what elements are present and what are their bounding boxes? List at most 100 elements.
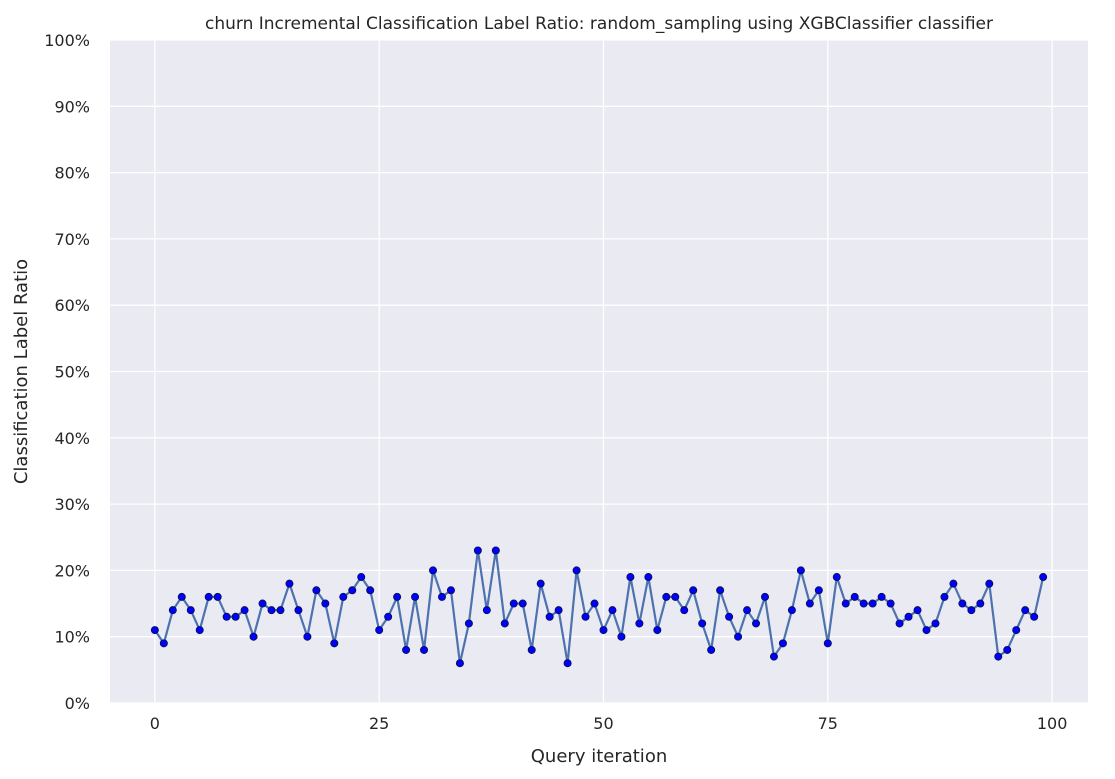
data-point bbox=[294, 606, 303, 615]
x-tick-label: 50 bbox=[593, 714, 613, 733]
data-point bbox=[949, 579, 958, 588]
data-point bbox=[222, 612, 231, 621]
data-point bbox=[330, 639, 339, 648]
data-point bbox=[168, 606, 177, 615]
data-point bbox=[850, 592, 859, 601]
data-point bbox=[680, 606, 689, 615]
data-point bbox=[958, 599, 967, 608]
data-point bbox=[940, 592, 949, 601]
data-point bbox=[375, 626, 384, 635]
data-point bbox=[186, 606, 195, 615]
data-point bbox=[904, 612, 913, 621]
series-points bbox=[150, 546, 1048, 668]
data-point bbox=[805, 599, 814, 608]
y-axis-label: Classification Label Ratio bbox=[11, 259, 32, 484]
data-point bbox=[590, 599, 599, 608]
data-point bbox=[348, 586, 357, 595]
data-point bbox=[527, 645, 536, 654]
data-point bbox=[752, 619, 761, 628]
data-point bbox=[150, 626, 159, 635]
data-point bbox=[895, 619, 904, 628]
data-point bbox=[509, 599, 518, 608]
data-point bbox=[581, 612, 590, 621]
data-point bbox=[554, 606, 563, 615]
data-point bbox=[177, 592, 186, 601]
chart-title: churn Incremental Classification Label R… bbox=[205, 14, 993, 34]
data-point bbox=[455, 659, 464, 668]
y-tick-label: 30% bbox=[54, 495, 90, 514]
data-point bbox=[285, 579, 294, 588]
data-point bbox=[841, 599, 850, 608]
data-point bbox=[994, 652, 1003, 661]
data-point bbox=[725, 612, 734, 621]
x-tick-label: 100 bbox=[1037, 714, 1068, 733]
data-point bbox=[1039, 573, 1048, 582]
data-point bbox=[967, 606, 976, 615]
data-point bbox=[608, 606, 617, 615]
y-tick-label: 100% bbox=[44, 31, 90, 50]
grid bbox=[110, 39, 1088, 704]
data-point bbox=[868, 599, 877, 608]
data-point bbox=[814, 586, 823, 595]
data-point bbox=[698, 619, 707, 628]
data-point bbox=[743, 606, 752, 615]
y-tick-label: 50% bbox=[54, 363, 90, 382]
data-point bbox=[931, 619, 940, 628]
data-point bbox=[213, 592, 222, 601]
data-point bbox=[276, 606, 285, 615]
data-point bbox=[707, 645, 716, 654]
data-point bbox=[249, 632, 258, 641]
data-point bbox=[1021, 606, 1030, 615]
data-point bbox=[303, 632, 312, 641]
data-point bbox=[976, 599, 985, 608]
data-point bbox=[258, 599, 267, 608]
data-point bbox=[769, 652, 778, 661]
data-point bbox=[716, 586, 725, 595]
data-point bbox=[922, 626, 931, 635]
data-point bbox=[195, 626, 204, 635]
y-tick-label: 0% bbox=[65, 694, 90, 713]
x-tick-label: 25 bbox=[369, 714, 389, 733]
data-point bbox=[778, 639, 787, 648]
y-tick-label: 80% bbox=[54, 164, 90, 183]
data-point bbox=[204, 592, 213, 601]
y-tick-label: 60% bbox=[54, 296, 90, 315]
data-point bbox=[393, 592, 402, 601]
data-point bbox=[653, 626, 662, 635]
data-point bbox=[734, 632, 743, 641]
y-tick-label: 40% bbox=[54, 429, 90, 448]
data-point bbox=[473, 546, 482, 555]
data-point bbox=[159, 639, 168, 648]
data-point bbox=[339, 592, 348, 601]
data-point bbox=[886, 599, 895, 608]
x-tick-label: 75 bbox=[818, 714, 838, 733]
x-tick-label: 0 bbox=[150, 714, 160, 733]
data-point bbox=[536, 579, 545, 588]
data-point bbox=[240, 606, 249, 615]
data-point bbox=[563, 659, 572, 668]
data-point bbox=[357, 573, 366, 582]
data-point bbox=[617, 632, 626, 641]
data-point bbox=[482, 606, 491, 615]
data-point bbox=[787, 606, 796, 615]
y-tick-label: 90% bbox=[54, 97, 90, 116]
data-point bbox=[420, 645, 429, 654]
data-point bbox=[760, 592, 769, 601]
data-point bbox=[644, 573, 653, 582]
data-point bbox=[572, 566, 581, 575]
data-point bbox=[231, 612, 240, 621]
data-point bbox=[518, 599, 527, 608]
data-point bbox=[411, 592, 420, 601]
data-point bbox=[491, 546, 500, 555]
data-point bbox=[823, 639, 832, 648]
y-tick-label: 20% bbox=[54, 561, 90, 580]
data-point bbox=[599, 626, 608, 635]
data-point bbox=[321, 599, 330, 608]
x-axis-label: Query iteration bbox=[531, 746, 667, 767]
data-point bbox=[402, 645, 411, 654]
data-point bbox=[1012, 626, 1021, 635]
data-point bbox=[384, 612, 393, 621]
data-point bbox=[913, 606, 922, 615]
data-point bbox=[1030, 612, 1039, 621]
